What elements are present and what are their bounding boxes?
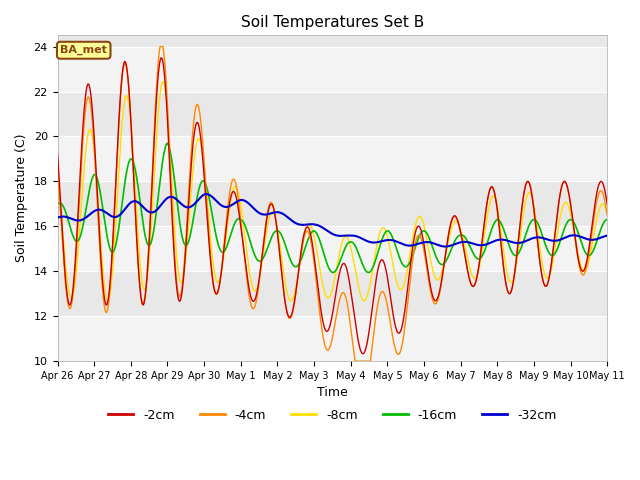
Text: BA_met: BA_met	[60, 45, 107, 55]
Legend: -2cm, -4cm, -8cm, -16cm, -32cm: -2cm, -4cm, -8cm, -16cm, -32cm	[103, 404, 561, 427]
Bar	[58, 47, 607, 92]
X-axis label: Time: Time	[317, 386, 348, 399]
Bar	[58, 227, 607, 271]
Bar	[58, 136, 607, 181]
Y-axis label: Soil Temperature (C): Soil Temperature (C)	[15, 134, 28, 263]
Bar	[58, 316, 607, 361]
Title: Soil Temperatures Set B: Soil Temperatures Set B	[241, 15, 424, 30]
